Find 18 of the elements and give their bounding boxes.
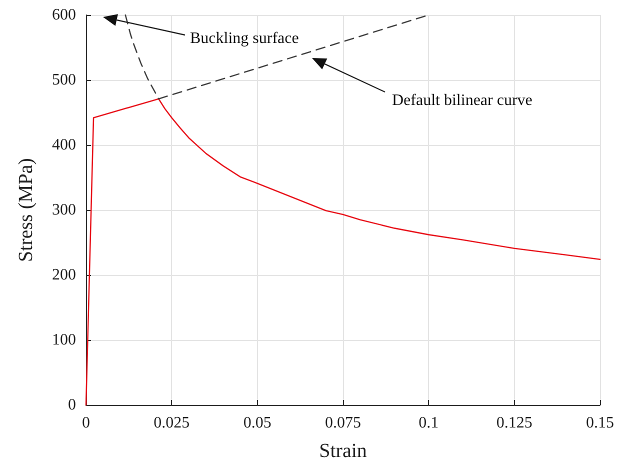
x-tick-label: 0.025 (154, 414, 190, 432)
x-axis-title: Strain (319, 440, 367, 462)
y-tick-label: 600 (52, 6, 76, 24)
annotation: Buckling surface (190, 30, 299, 47)
y-tick-label: 500 (52, 72, 76, 88)
x-tick-label: 0.15 (586, 414, 614, 432)
y-tick-label: 100 (52, 332, 76, 348)
x-tick-label: 0.075 (325, 414, 361, 432)
y-tick-label: 200 (52, 266, 76, 284)
y-tick-label: 300 (52, 202, 76, 218)
x-tick-label: 0 (82, 414, 90, 432)
x-tick-label: 0.1 (418, 414, 439, 432)
x-tick-label: 0.125 (496, 414, 532, 432)
y-tick-label: 400 (52, 136, 76, 154)
y-axis-title: Stress (MPa) (15, 158, 37, 262)
y-tick-label: 0 (68, 396, 76, 414)
annotation: Default bilinear curve (392, 92, 532, 109)
x-tick-label: 0.05 (243, 414, 272, 432)
